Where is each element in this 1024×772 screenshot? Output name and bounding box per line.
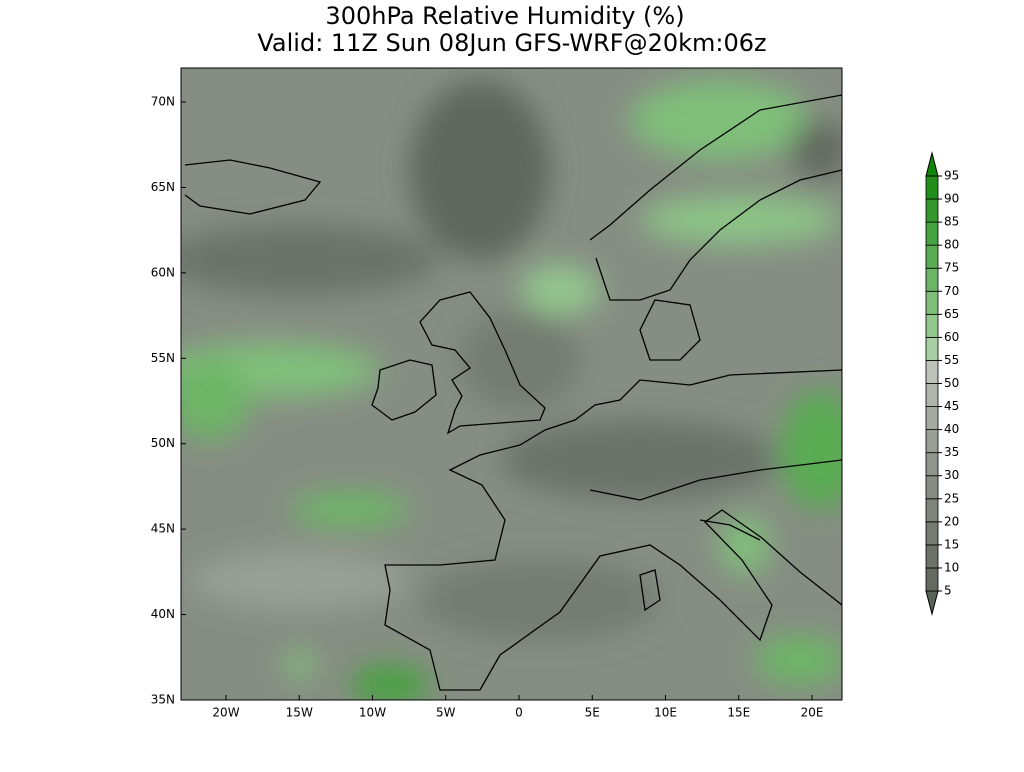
lon-label: 5W	[436, 706, 456, 720]
colorbar-swatch	[925, 498, 939, 523]
colorbar-swatch	[925, 244, 939, 269]
colorbar-swatch	[925, 267, 939, 292]
lon-label: 20E	[801, 706, 824, 720]
colorbar-label: 40	[944, 422, 959, 436]
lat-label: 65N	[151, 180, 175, 194]
colorbar-label: 30	[944, 468, 959, 482]
colorbar-label: 95	[944, 169, 959, 183]
map-field	[181, 68, 842, 700]
colorbar-label: 75	[944, 261, 959, 275]
lon-label: 0	[515, 706, 523, 720]
lon-label: 15E	[727, 706, 750, 720]
lat-label: 60N	[151, 265, 175, 279]
lat-label: 40N	[151, 607, 175, 621]
colorbar-swatch	[925, 521, 939, 546]
axes: 70N 65N 60N 55N 50N 45N 40N 35N 20W 15W 10W 5W 0 5E 10…	[151, 95, 824, 720]
colorbar-label: 90	[944, 192, 959, 206]
lon-label: 15W	[286, 706, 313, 720]
colorbar: 5 10 15 20 25 30 35 40 45 50 55 60 65 70 75 80 85 90 95	[925, 150, 959, 617]
colorbar-arrow	[925, 590, 939, 617]
colorbar-swatch	[925, 313, 939, 338]
colorbar-swatch	[925, 198, 939, 223]
colorbar-label: 70	[944, 284, 959, 298]
colorbar-label: 55	[944, 353, 959, 367]
colorbar-label: 60	[944, 330, 959, 344]
lon-label: 10W	[359, 706, 386, 720]
colorbar-swatch	[925, 452, 939, 477]
colorbar-arrow	[925, 150, 939, 177]
colorbar-swatch	[925, 383, 939, 407]
lon-label: 10E	[654, 706, 677, 720]
colorbar-swatch	[925, 429, 939, 454]
colorbar-label: 25	[944, 491, 959, 505]
colorbar-label: 10	[944, 560, 959, 574]
colorbar-label: 35	[944, 445, 959, 459]
lat-label: 70N	[151, 95, 175, 109]
colorbar-swatch	[925, 406, 939, 431]
title: 300hPa Relative Humidity (%)	[325, 2, 684, 30]
colorbar-swatch	[925, 336, 939, 361]
colorbar-label: 15	[944, 537, 959, 551]
colorbar-swatch	[925, 475, 939, 500]
colorbar-label: 80	[944, 238, 959, 252]
colorbar-swatch	[925, 221, 939, 246]
colorbar-label: 45	[944, 399, 959, 413]
lat-label: 55N	[151, 351, 175, 365]
colorbar-swatch	[925, 290, 939, 315]
lat-label: 35N	[151, 693, 175, 707]
subtitle: Valid: 11Z Sun 08Jun GFS-WRF@20km:06z	[257, 29, 766, 57]
lon-label: 5E	[585, 706, 600, 720]
colorbar-swatch	[925, 544, 939, 569]
colorbar-label: 20	[944, 514, 959, 528]
lat-label: 50N	[151, 436, 175, 450]
map-frame	[180, 67, 843, 701]
colorbar-label: 50	[944, 376, 959, 390]
lon-label: 20W	[212, 706, 239, 720]
colorbar-label: 5	[944, 584, 952, 598]
colorbar-label: 85	[944, 215, 959, 229]
colorbar-swatch	[925, 175, 939, 200]
colorbar-swatch	[925, 567, 939, 592]
colorbar-label: 65	[944, 307, 959, 321]
colorbar-swatch	[925, 360, 939, 384]
lat-label: 45N	[151, 522, 175, 536]
